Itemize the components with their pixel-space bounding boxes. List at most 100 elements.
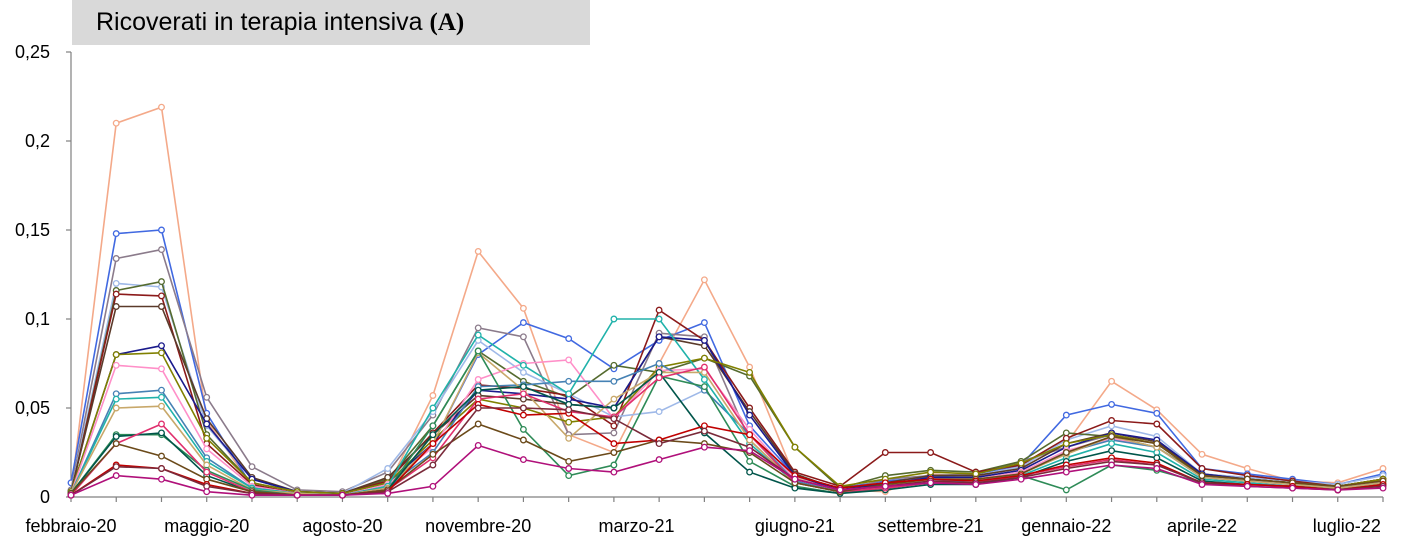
data-point (655, 333, 663, 341)
data-point (203, 420, 211, 428)
data-point (881, 449, 889, 456)
y-tick-label: 0 (40, 487, 50, 507)
data-point (203, 445, 211, 453)
data-point (1153, 465, 1161, 472)
data-point (610, 461, 618, 469)
data-point (429, 461, 437, 469)
data-point (519, 304, 527, 312)
x-tick-label: marzo-21 (599, 516, 675, 536)
data-point (474, 331, 482, 339)
data-point (610, 440, 618, 448)
series-line (70, 248, 1384, 493)
data-point (1334, 486, 1342, 494)
y-tick-label: 0,05 (15, 398, 50, 418)
data-point (610, 415, 618, 423)
title-main: Ricoverati in terapia intensiva (96, 8, 423, 36)
data-point (158, 420, 165, 428)
data-point (746, 368, 754, 376)
series-3 (67, 246, 1387, 496)
data-point (474, 347, 482, 355)
data-point (158, 226, 165, 234)
data-point (791, 443, 799, 451)
data-point (158, 465, 165, 472)
data-point (610, 361, 618, 369)
data-point (112, 303, 120, 310)
data-point (1108, 433, 1116, 440)
series-line (70, 229, 1384, 497)
data-point (1062, 486, 1070, 494)
data-point (610, 468, 618, 476)
data-point (112, 361, 120, 369)
data-point (519, 425, 527, 433)
data-point (384, 465, 392, 472)
data-point (158, 429, 165, 437)
data-point (519, 361, 527, 369)
data-point (565, 457, 573, 465)
data-point (746, 447, 754, 455)
data-point (519, 404, 527, 412)
data-point (384, 489, 392, 497)
data-point (700, 276, 708, 284)
data-point (1108, 440, 1116, 448)
data-point (1108, 417, 1116, 424)
data-point (1153, 420, 1161, 428)
data-point (746, 411, 754, 419)
x-tick-label: febbraio-20 (25, 516, 116, 536)
title-background (72, 0, 590, 45)
data-point (519, 456, 527, 464)
data-point (1017, 475, 1025, 483)
data-point (700, 383, 708, 391)
data-point (1198, 472, 1206, 480)
data-point (1198, 481, 1206, 488)
data-point (429, 450, 437, 458)
x-tick-label: novembre-20 (425, 516, 531, 536)
data-point (293, 491, 301, 499)
x-tick-label: giugno-21 (755, 516, 835, 536)
data-point (1108, 447, 1116, 455)
data-point (700, 354, 708, 362)
series-layer (67, 103, 1387, 499)
data-point (248, 491, 256, 499)
y-tick-label: 0,15 (15, 220, 50, 240)
data-point (655, 315, 663, 323)
data-point (1198, 450, 1206, 458)
title-tag: (A) (430, 9, 465, 36)
data-point (158, 246, 165, 254)
data-point (1108, 400, 1116, 408)
data-point (700, 319, 708, 327)
data-point (519, 411, 527, 419)
data-point (655, 360, 663, 367)
data-point (610, 422, 618, 430)
data-point (610, 395, 618, 403)
data-point (610, 404, 618, 412)
data-point (700, 336, 708, 344)
data-point (565, 390, 573, 398)
chart-title: Ricoverati in terapia intensiva (A) (72, 0, 590, 45)
data-point (1062, 411, 1070, 419)
data-point (158, 342, 165, 350)
data-point (158, 103, 165, 111)
data-point (655, 456, 663, 464)
y-tick-label: 0,1 (25, 309, 50, 329)
data-point (112, 351, 120, 359)
data-point (655, 374, 663, 382)
data-point (610, 429, 618, 437)
data-point (655, 408, 663, 416)
data-point (972, 481, 980, 488)
data-point (565, 356, 573, 364)
series-line (70, 106, 1384, 497)
data-point (881, 482, 889, 490)
data-point (565, 335, 573, 343)
data-point (474, 247, 482, 255)
data-point (927, 479, 935, 487)
data-point (519, 390, 527, 398)
series-20 (67, 441, 1387, 499)
x-tick-label: agosto-20 (302, 516, 382, 536)
axes: 0 0,05 0,1 0,15 0,2 0,25 febbraio-20 maggio-20 a… (15, 42, 1384, 536)
data-point (519, 319, 527, 327)
data-point (112, 463, 120, 471)
data-point (1153, 440, 1161, 448)
data-point (565, 465, 573, 472)
series-line (70, 423, 1384, 497)
